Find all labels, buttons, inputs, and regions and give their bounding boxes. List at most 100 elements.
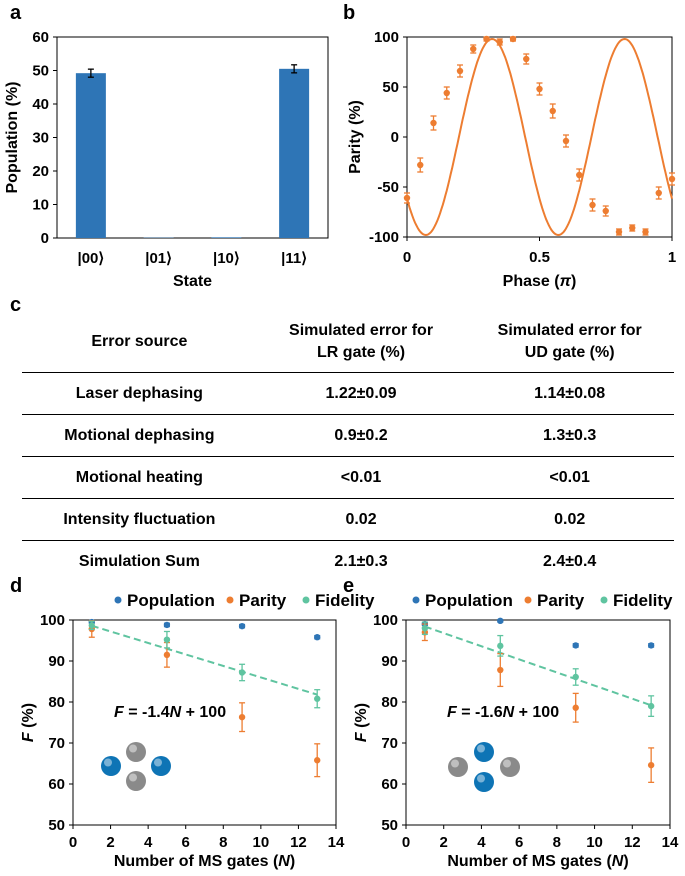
parity-point	[655, 189, 662, 197]
ion-d-1-highlight	[129, 744, 137, 753]
row-lr-value: 1.22±0.09	[256, 372, 466, 415]
xtick-label-e: 0	[402, 834, 410, 851]
row-lr-value: 2.1±0.3	[334, 552, 388, 570]
population-point	[497, 617, 504, 625]
ion-d-2-body	[126, 771, 146, 791]
ytick-label-b: 50	[382, 79, 399, 96]
fidelity-point	[647, 702, 655, 710]
ion-e-1	[474, 742, 494, 762]
header-lr-line1: Simulated error for	[289, 322, 434, 339]
row-ud-value: 1.14±0.08	[465, 372, 674, 415]
fidelity-point	[88, 622, 95, 629]
header-error-source: Error source	[22, 312, 257, 373]
xlabel-e-part: )	[623, 853, 628, 870]
fit-equation-d-part: = -1.4	[124, 704, 170, 721]
fit-equation-e-part: N	[503, 704, 515, 721]
ion-e-2-highlight	[477, 774, 485, 783]
legend-label-fidelity: Fidelity	[315, 591, 375, 610]
xtick-label-d: 2	[106, 834, 114, 851]
ytick-label-a: 30	[32, 130, 49, 147]
parity-point	[549, 107, 556, 115]
ytick-label-a: 0	[41, 230, 49, 247]
parity-point	[403, 194, 411, 202]
panel-label-a: a	[10, 2, 22, 24]
ion-d-1-body	[126, 742, 146, 762]
ytick-label-e: 100	[373, 612, 398, 629]
fit-equation-d-part: N	[170, 704, 182, 721]
parity-point	[417, 161, 424, 169]
row-lr-value: 0.9±0.2	[256, 414, 466, 457]
xtick-label-d: 12	[290, 834, 307, 851]
ion-e-2	[474, 772, 494, 792]
ytick-label-d: 90	[48, 653, 65, 670]
panel-label-c: c	[10, 294, 22, 316]
ion-d-3-body	[151, 756, 171, 776]
xtick-label-a: |11⟩	[281, 250, 307, 267]
bar-3	[279, 68, 310, 238]
table-row: Motional heating <0.01 <0.01	[22, 456, 674, 499]
parity-point	[615, 228, 623, 236]
parity-fit-curve	[406, 37, 673, 237]
ion-e-1-highlight	[477, 744, 485, 753]
ytick-label-e: 80	[381, 694, 398, 711]
header-ud-line1: Simulated error for	[497, 322, 642, 339]
ion-e-1-body	[474, 742, 494, 762]
ion-d-3-highlight	[154, 758, 162, 767]
legend-marker-population	[114, 596, 122, 604]
xtick-label-e: 2	[440, 834, 448, 851]
ylabel-d: F (%)	[20, 703, 37, 742]
ion-e-3-highlight	[503, 759, 511, 768]
fidelity-point	[314, 695, 321, 702]
ion-d-2	[126, 771, 146, 791]
ylabel-d-part: (%)	[20, 703, 37, 732]
ion-e-3	[500, 757, 520, 777]
bar-2	[211, 237, 242, 238]
ion-d-2-highlight	[129, 773, 137, 782]
fidelity-fit-line	[424, 625, 652, 707]
ytick-label-e: 50	[381, 817, 398, 834]
ion-e-0-body	[448, 757, 468, 777]
panel-label-e: e	[343, 575, 355, 597]
xlabel-d-part: )	[290, 853, 295, 870]
parity-point	[497, 666, 504, 674]
population-point	[163, 621, 171, 629]
ion-d-0	[101, 756, 121, 776]
row-source: Laser dephasing	[22, 372, 257, 415]
fidelity-point	[572, 673, 579, 681]
ylabel-e-part: (%)	[353, 703, 370, 732]
panel-label-b: b	[343, 2, 356, 24]
xlabel-e-part: N	[612, 853, 624, 870]
ytick-label-a: 50	[32, 63, 49, 80]
parity-point	[647, 761, 655, 769]
legend-label-parity: Parity	[239, 591, 287, 610]
row-source: Intensity fluctuation	[22, 498, 257, 541]
header-ud-line2: UD gate (%)	[524, 344, 615, 361]
ion-e-0	[448, 757, 468, 777]
legend-marker-parity	[524, 596, 532, 604]
xlabel-d: Number of MS gates (N)	[114, 853, 295, 870]
xlabel-b-part: Phase (	[503, 273, 561, 290]
parity-point	[314, 757, 321, 764]
ytick-label-e: 70	[381, 735, 398, 752]
ylabel-d-part: F	[20, 731, 37, 742]
ion-d-0-highlight	[104, 758, 112, 767]
parity-point	[483, 35, 490, 43]
table-row: Intensity fluctuation 0.02 0.02	[22, 498, 674, 541]
xtick-label-e: 8	[553, 834, 561, 851]
xtick-label-d: 0	[69, 834, 77, 851]
row-ud-value: 1.3±0.3	[465, 414, 674, 457]
fit-equation-d-part: F	[114, 704, 125, 721]
xtick-label-a: |10⟩	[213, 250, 240, 267]
parity-point	[536, 85, 543, 93]
header-lr-line2: LR gate (%)	[317, 344, 406, 361]
fidelity-fit-line	[91, 624, 318, 696]
fit-equation-e-part: + 100	[514, 704, 559, 721]
ion-e-0-highlight	[451, 759, 459, 768]
parity-point	[509, 35, 517, 43]
population-point	[314, 634, 321, 641]
ion-e-2-body	[474, 772, 494, 792]
table-row: Motional dephasing 0.9±0.2 1.3±0.3	[22, 414, 674, 457]
ytick-label-a: 60	[32, 29, 49, 46]
xlabel-b-part: )	[571, 273, 576, 290]
xlabel-b-part: π	[560, 273, 572, 290]
